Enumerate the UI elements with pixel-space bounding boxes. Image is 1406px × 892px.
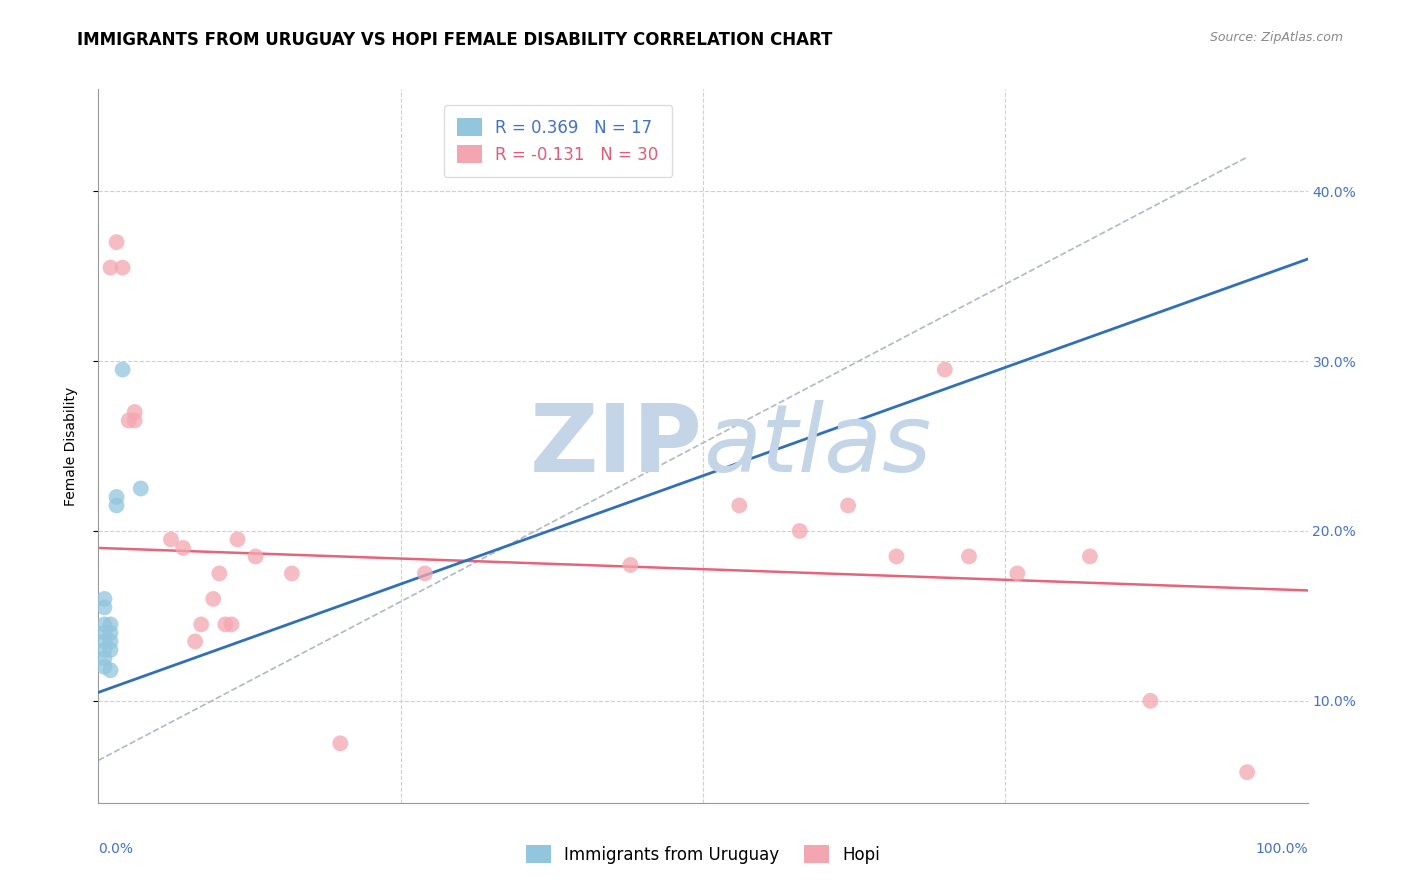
Point — [124, 413, 146, 427]
Point — [1139, 694, 1161, 708]
Point — [789, 524, 811, 538]
Point — [105, 490, 128, 504]
Text: 100.0%: 100.0% — [1256, 842, 1308, 856]
Point — [93, 634, 115, 648]
Point — [93, 617, 115, 632]
Point — [214, 617, 236, 632]
Point — [202, 591, 225, 606]
Point — [226, 533, 249, 547]
Point — [957, 549, 980, 564]
Point — [93, 626, 115, 640]
Point — [221, 617, 243, 632]
Point — [1078, 549, 1101, 564]
Point — [105, 235, 128, 249]
Point — [837, 499, 859, 513]
Point — [105, 499, 128, 513]
Point — [100, 643, 122, 657]
Point — [93, 643, 115, 657]
Point — [619, 558, 641, 572]
Point — [124, 405, 146, 419]
Legend: Immigrants from Uruguay, Hopi: Immigrants from Uruguay, Hopi — [519, 838, 887, 871]
Point — [93, 600, 115, 615]
Legend: R = 0.369   N = 17, R = -0.131   N = 30: R = 0.369 N = 17, R = -0.131 N = 30 — [444, 104, 672, 177]
Point — [172, 541, 194, 555]
Point — [111, 362, 134, 376]
Point — [1236, 765, 1258, 780]
Point — [93, 591, 115, 606]
Text: IMMIGRANTS FROM URUGUAY VS HOPI FEMALE DISABILITY CORRELATION CHART: IMMIGRANTS FROM URUGUAY VS HOPI FEMALE D… — [77, 31, 832, 49]
Text: Source: ZipAtlas.com: Source: ZipAtlas.com — [1209, 31, 1343, 45]
Point — [934, 362, 956, 376]
Point — [208, 566, 231, 581]
Point — [111, 260, 134, 275]
Point — [100, 663, 122, 677]
Point — [1007, 566, 1029, 581]
Point — [329, 736, 352, 750]
Point — [245, 549, 267, 564]
Point — [118, 413, 141, 427]
Point — [190, 617, 212, 632]
Text: 0.0%: 0.0% — [98, 842, 134, 856]
Point — [160, 533, 183, 547]
Text: atlas: atlas — [703, 401, 931, 491]
Point — [413, 566, 436, 581]
Point — [93, 660, 115, 674]
Point — [129, 482, 152, 496]
Y-axis label: Female Disability: Female Disability — [63, 386, 77, 506]
Point — [100, 634, 122, 648]
Point — [281, 566, 304, 581]
Text: ZIP: ZIP — [530, 400, 703, 492]
Point — [184, 634, 207, 648]
Point — [93, 651, 115, 665]
Point — [100, 626, 122, 640]
Point — [100, 617, 122, 632]
Point — [886, 549, 908, 564]
Point — [100, 260, 122, 275]
Point — [728, 499, 751, 513]
